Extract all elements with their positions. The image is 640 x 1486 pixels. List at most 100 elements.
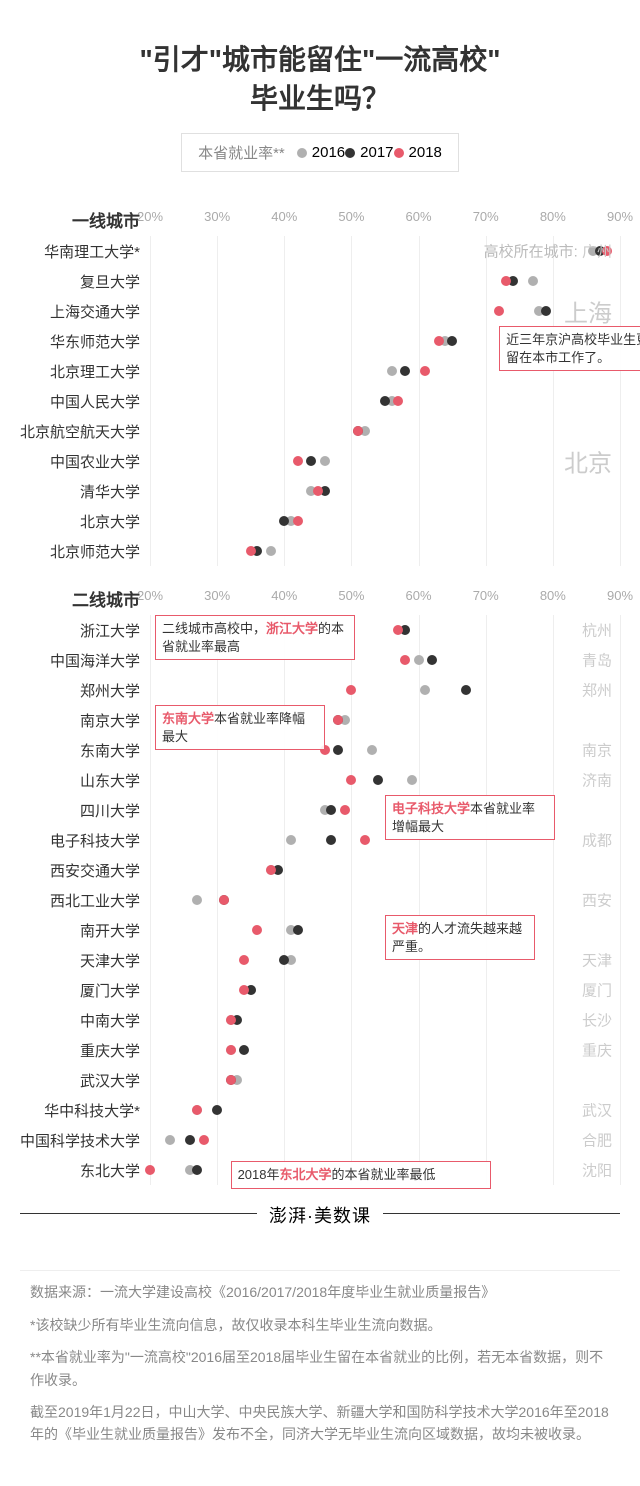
data-point [414,655,424,665]
data-point [333,745,343,755]
row-label: 中国农业大学 [20,451,150,472]
row-label: 天津大学 [20,950,150,971]
row-label: 南京大学 [20,710,150,731]
row-label: 中国海洋大学 [20,650,150,671]
data-point [346,775,356,785]
row-label: 四川大学 [20,800,150,821]
data-point [387,366,397,376]
chart-row: 上海交通大学 上海 [20,296,620,326]
row-plot: 北京 [150,446,620,476]
city-label: 郑州 [582,680,612,701]
data-point [239,1045,249,1055]
row-label: 中南大学 [20,1010,150,1031]
annotation: 电子科技大学本省就业率增幅最大 [385,795,555,840]
data-point [434,336,444,346]
row-label: 东北大学 [20,1160,150,1181]
footer-note: *该校缺少所有毕业生流向信息，故仅收录本科生毕业生流向数据。 [30,1314,610,1336]
row-plot: 郑州 [150,675,620,705]
chart-section: 一线城市 20%30%40%50%60%70%80%90% 华南理工大学* 高校… [0,207,640,586]
data-point [199,1135,209,1145]
footer-notes: 数据来源：一流大学建设高校《2016/2017/2018年度毕业生就业质量报告》… [0,1271,640,1485]
row-label: 华南理工大学* [20,241,150,262]
data-point [239,955,249,965]
chart-row: 武汉大学 [20,1065,620,1095]
row-label: 电子科技大学 [20,830,150,851]
chart-row: 重庆大学 重庆 [20,1035,620,1065]
data-point [266,546,276,556]
data-point [192,1165,202,1175]
row-label: 北京航空航天大学 [20,421,150,442]
data-point [266,865,276,875]
chart-row: 厦门大学 厦门 [20,975,620,1005]
data-point [367,745,377,755]
row-plot [150,506,620,536]
city-label: 上海 [564,294,612,329]
row-label: 复旦大学 [20,271,150,292]
data-point [528,276,538,286]
row-label: 北京大学 [20,511,150,532]
footer-note: 截至2019年1月22日，中山大学、中央民族大学、新疆大学和国防科学技术大学20… [30,1401,610,1446]
data-point [427,655,437,665]
row-label: 厦门大学 [20,980,150,1001]
legend-label: 本省就业率** [198,142,285,163]
axis-labels: 20%30%40%50%60%70%80%90% [150,588,620,606]
row-plot [150,855,620,885]
row-plot [150,476,620,506]
city-label: 沈阳 [582,1160,612,1181]
section-header: 一线城市 20%30%40%50%60%70%80%90% [20,207,620,232]
annotation: 近三年京沪高校毕业生更少留在本市工作了。 [499,326,640,371]
data-point [400,655,410,665]
data-point [340,805,350,815]
row-label: 上海交通大学 [20,301,150,322]
chart-row: 华中科技大学* 武汉 [20,1095,620,1125]
row-label: 清华大学 [20,481,150,502]
legend-item: 2016 [297,144,345,161]
annotation: 天津的人才流失越来越严重。 [385,915,535,960]
data-point [461,685,471,695]
row-plot: 长沙 [150,1005,620,1035]
row-label: 东南大学 [20,740,150,761]
data-point [326,835,336,845]
header: "引才"城市能留住"一流高校" 毕业生吗？ 本省就业率** 2016201720… [0,0,640,207]
data-point [145,1165,155,1175]
data-point [246,546,256,556]
data-point [420,685,430,695]
row-label: 浙江大学 [20,620,150,641]
data-point [393,396,403,406]
chart-row: 北京航空航天大学 [20,416,620,446]
legend: 本省就业率** 201620172018 [181,133,459,172]
data-point [226,1015,236,1025]
data-point [226,1045,236,1055]
row-plot [150,536,620,566]
row-plot: 合肥 [150,1125,620,1155]
data-point [320,456,330,466]
section-header: 二线城市 20%30%40%50%60%70%80%90% [20,586,620,611]
chart-section: 二线城市 20%30%40%50%60%70%80%90% 浙江大学 杭州 中国… [0,586,640,1205]
chart-row: 复旦大学 [20,266,620,296]
data-point [219,895,229,905]
data-point [165,1135,175,1145]
row-label: 中国科学技术大学 [20,1130,150,1151]
chart-row: 中国科学技术大学 合肥 [20,1125,620,1155]
data-point [541,306,551,316]
data-point [393,625,403,635]
data-point [380,396,390,406]
city-label: 北京 [564,444,612,479]
chart-body: 华南理工大学* 高校所在城市: 广州 复旦大学 上海交通大学 上海 华东师范大学… [20,236,620,566]
row-plot: 济南 [150,765,620,795]
city-label: 西安 [582,890,612,911]
chart-row: 清华大学 [20,476,620,506]
data-point [192,1105,202,1115]
row-label: 中国人民大学 [20,391,150,412]
city-label: 重庆 [582,1040,612,1061]
city-label: 天津 [582,950,612,971]
data-point [373,775,383,785]
title-line2: 毕业生吗？ [250,83,390,114]
footer-logo: 澎湃·美数课 [20,1213,620,1271]
row-plot [150,386,620,416]
data-point [313,486,323,496]
footer-note: **本省就业率为"一流高校"2016届至2018届毕业生留在本省就业的比例，若无… [30,1346,610,1391]
legend-item: 2017 [345,144,393,161]
axis-labels: 20%30%40%50%60%70%80%90% [150,209,620,227]
chart-row: 西安交通大学 [20,855,620,885]
